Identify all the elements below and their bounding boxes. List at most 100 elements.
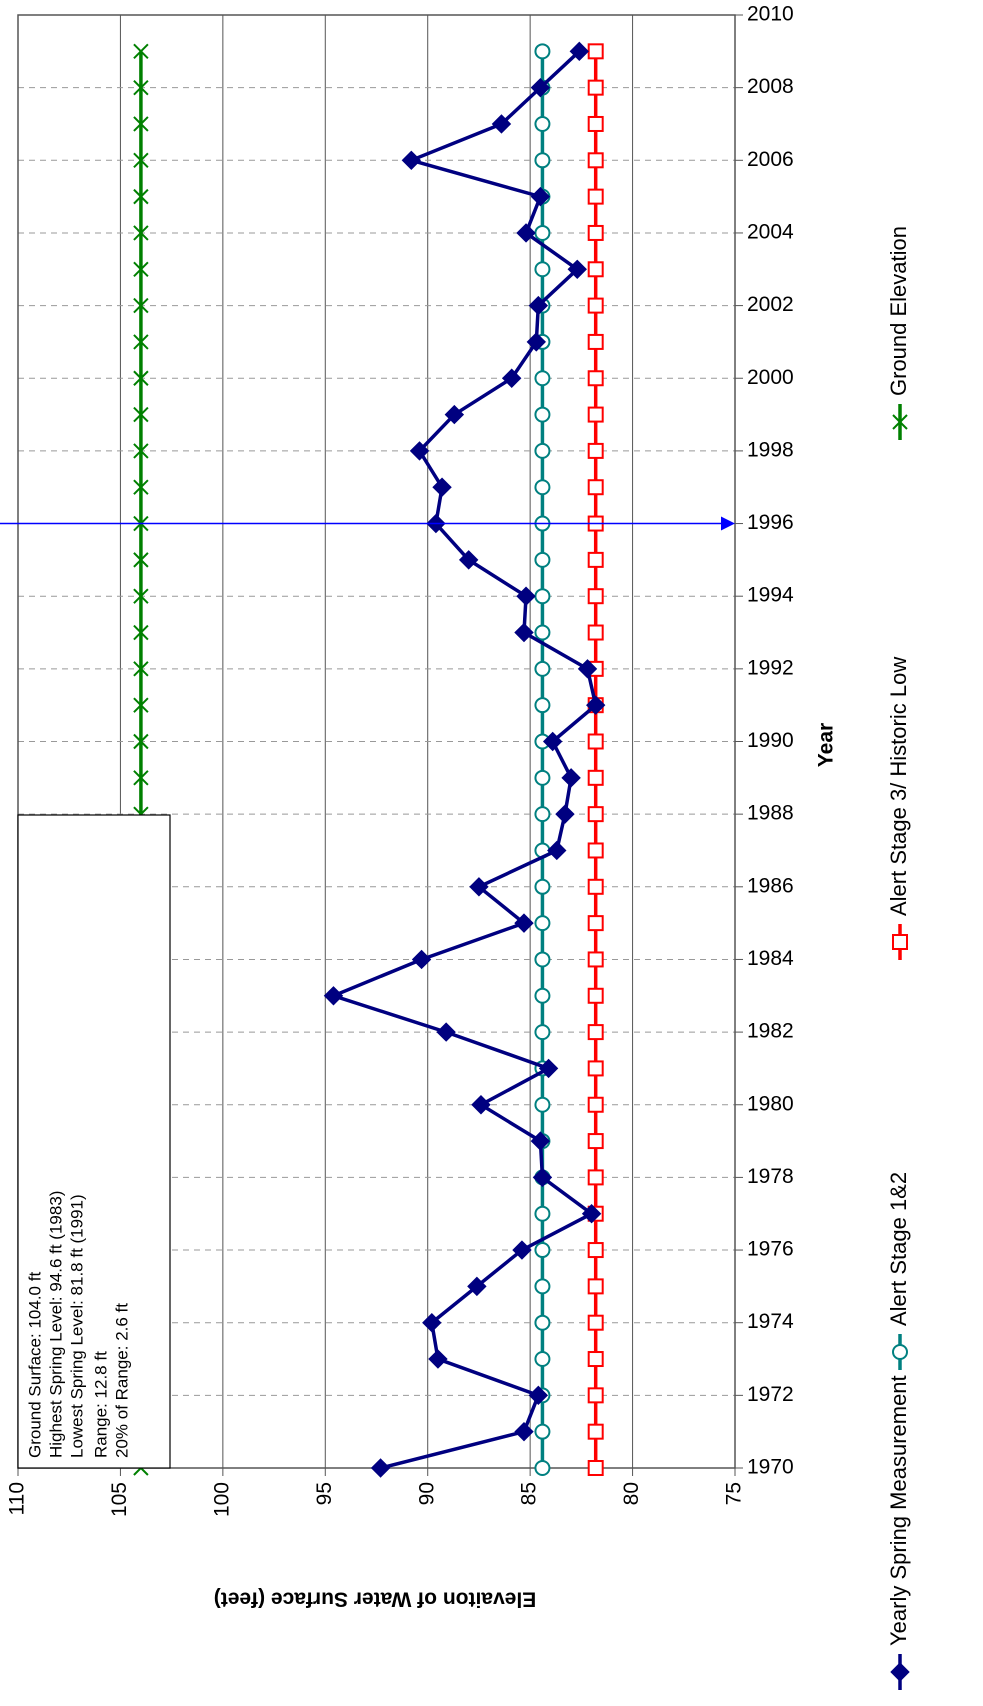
- data-point: [892, 414, 908, 430]
- data-point: [587, 1169, 604, 1186]
- data-point: [534, 1314, 551, 1331]
- data-point: [133, 43, 149, 60]
- data-point: [577, 659, 598, 679]
- data-point: [133, 479, 149, 495]
- x-tick-label: 1970: [747, 1456, 794, 1479]
- data-point: [428, 1349, 448, 1369]
- data-point: [133, 334, 149, 350]
- data-point: [534, 261, 551, 278]
- data-point: [534, 624, 551, 641]
- data-point: [587, 1024, 604, 1041]
- x-tick-label: 1990: [747, 729, 794, 752]
- data-point: [432, 477, 452, 497]
- data-point: [471, 1095, 491, 1115]
- y-tick-label: 105: [108, 1482, 131, 1517]
- data-point: [587, 951, 604, 968]
- x-tick-label: 2002: [747, 293, 794, 316]
- data-point: [534, 115, 551, 132]
- annotation-box: [17, 814, 171, 1469]
- x-tick-label: 2006: [747, 148, 794, 171]
- data-point: [512, 1240, 532, 1260]
- data-point: [587, 1387, 604, 1404]
- data-point: [133, 661, 149, 677]
- data-point: [534, 1096, 551, 1113]
- series-line: [328, 50, 598, 1470]
- data-point: [133, 79, 149, 96]
- data-point: [581, 1204, 602, 1224]
- data-point: [530, 186, 551, 207]
- data-point: [538, 1058, 559, 1079]
- x-tick-label: 1994: [747, 584, 794, 607]
- data-point: [133, 552, 149, 568]
- data-point: [534, 1024, 551, 1041]
- data-point: [516, 223, 536, 243]
- data-point: [534, 1242, 551, 1259]
- data-point: [587, 1460, 604, 1476]
- data-point: [133, 624, 149, 641]
- data-point: [587, 915, 604, 932]
- data-point: [534, 697, 551, 714]
- x-tick-label: 1980: [747, 1092, 794, 1115]
- x-tick-label: 1984: [747, 947, 794, 970]
- data-point: [587, 878, 604, 895]
- data-point: [514, 622, 534, 643]
- data-point: [587, 333, 604, 350]
- data-point: [587, 1278, 604, 1295]
- data-point: [401, 150, 422, 171]
- data-point: [534, 769, 551, 786]
- x-axis-title: Year: [815, 723, 838, 767]
- annotation-text: 20% of Range: 2.6 ft: [112, 1303, 131, 1458]
- x-tick-label: 1992: [747, 656, 794, 679]
- data-point: [530, 1131, 551, 1151]
- chart-body: 75 80 85 90 95 100 105 110 1970 1972 1974 1976 1978 1…: [0, 3, 911, 1690]
- y-tick-label: 95: [313, 1482, 336, 1505]
- data-point: [422, 1312, 442, 1333]
- data-point: [534, 1278, 551, 1295]
- x-tick-label: 2008: [747, 75, 794, 98]
- data-point: [534, 987, 551, 1004]
- data-point: [534, 551, 551, 568]
- data-point: [530, 77, 551, 98]
- data-point: [587, 115, 604, 132]
- data-point: [534, 370, 551, 387]
- x-tick-label: 1974: [747, 1310, 794, 1333]
- marker-arrow: [721, 516, 735, 531]
- legend-label: Alert Stage 3/ Historic Low: [886, 657, 911, 916]
- x-tick-label: 1996: [747, 511, 794, 534]
- x-tick-label: 1998: [747, 438, 794, 461]
- data-point: [534, 224, 551, 241]
- data-point: [587, 188, 604, 205]
- data-point: [587, 624, 604, 641]
- data-point: [133, 443, 149, 459]
- data-point: [534, 660, 551, 677]
- data-point: [555, 804, 575, 824]
- x-tick-label: 2010: [747, 3, 794, 26]
- data-point: [469, 877, 489, 897]
- data-point: [587, 1133, 604, 1150]
- data-point: [587, 152, 604, 169]
- y-tick-label: 85: [518, 1482, 541, 1505]
- data-point: [892, 1344, 908, 1360]
- data-point: [585, 695, 606, 715]
- data-point: [514, 1421, 534, 1442]
- y-tick-label: 100: [210, 1482, 233, 1517]
- data-point: [561, 768, 581, 788]
- data-point: [587, 370, 604, 387]
- x-tick-label: 2004: [747, 220, 794, 243]
- x-tick-label: 1976: [747, 1238, 794, 1261]
- data-point: [534, 1460, 551, 1476]
- data-point: [133, 406, 149, 423]
- y-tick-label: 75: [723, 1482, 746, 1505]
- data-point: [534, 1423, 551, 1440]
- data-point: [569, 41, 590, 62]
- x-tick-label: 1988: [747, 802, 794, 825]
- legend-label: Ground Elevation: [886, 226, 911, 396]
- data-point: [411, 949, 432, 970]
- data-point: [467, 1276, 487, 1297]
- data-point: [133, 188, 149, 205]
- data-point: [133, 297, 149, 314]
- x-tick-label: 1986: [747, 874, 794, 897]
- data-point: [534, 1351, 551, 1368]
- x-tick-label: 2000: [747, 366, 794, 389]
- data-point: [528, 295, 549, 316]
